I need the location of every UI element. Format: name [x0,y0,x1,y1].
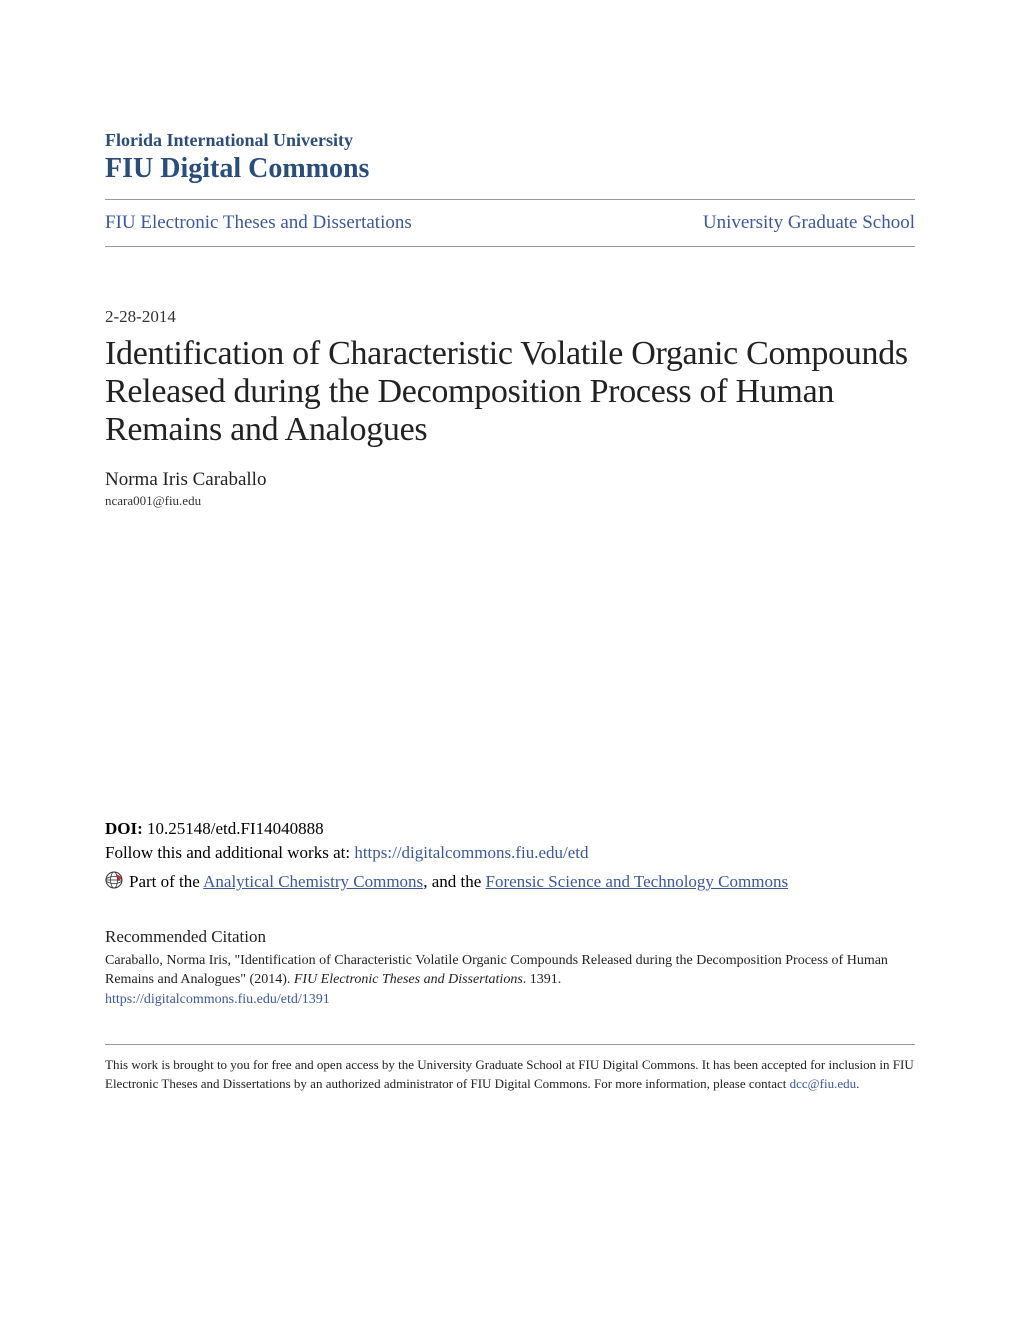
doi-value: 10.25148/etd.FI14040888 [147,819,324,838]
subject-link-2[interactable]: Forensic Science and Technology Commons [486,872,789,891]
doi-line: DOI: 10.25148/etd.FI14040888 [105,819,915,839]
citation-heading: Recommended Citation [105,927,915,947]
follow-prefix: Follow this and additional works at: [105,843,354,862]
footer-text: This work is brought to you for free and… [105,1055,915,1094]
school-link[interactable]: University Graduate School [703,212,915,234]
citation-post: . 1391. [523,972,562,987]
partof-mid: , and the [423,872,485,891]
paper-title: Identification of Characteristic Volatil… [105,335,915,449]
author-email: ncara001@fiu.edu [105,493,915,509]
collection-link[interactable]: FIU Electronic Theses and Dissertations [105,212,412,234]
follow-link[interactable]: https://digitalcommons.fiu.edu/etd [354,843,588,862]
digital-commons-title: FIU Digital Commons [105,153,915,185]
author-name: Norma Iris Caraballo [105,469,915,491]
citation-body: Caraballo, Norma Iris, "Identification o… [105,951,915,990]
metadata-section: DOI: 10.25148/etd.FI14040888 Follow this… [105,819,915,895]
citation-em: FIU Electronic Theses and Dissertations [294,972,523,987]
publication-date: 2-28-2014 [105,307,915,327]
nav-row: FIU Electronic Theses and Dissertations … [105,200,915,246]
partof-text: Part of the Analytical Chemistry Commons… [129,869,788,895]
network-icon [105,871,123,889]
institution-name: Florida International University [105,130,915,151]
divider-bottom [105,246,915,247]
subject-link-1[interactable]: Analytical Chemistry Commons [203,872,423,891]
footer-email-link[interactable]: dcc@fiu.edu [790,1076,856,1091]
citation-section: Recommended Citation Caraballo, Norma Ir… [105,927,915,1008]
citation-url[interactable]: https://digitalcommons.fiu.edu/etd/1391 [105,992,915,1008]
partof-line: Part of the Analytical Chemistry Commons… [105,869,915,895]
partof-prefix: Part of the [129,872,203,891]
follow-line: Follow this and additional works at: htt… [105,843,915,863]
doi-label: DOI: [105,819,143,838]
page-container: Florida International University FIU Dig… [105,130,915,1094]
footer-divider [105,1044,915,1045]
footer-post: . [856,1076,859,1091]
